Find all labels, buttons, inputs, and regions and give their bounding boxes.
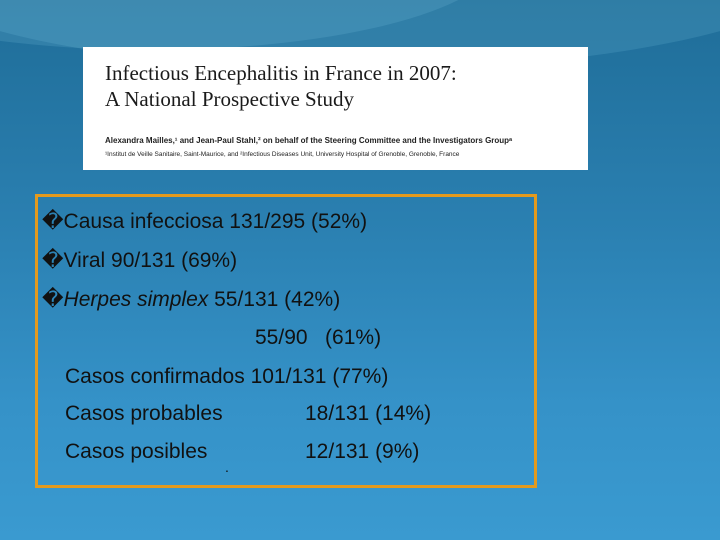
affiliation: ¹Institut de Veille Sanitaire, Saint-Mau… (105, 151, 460, 158)
authors: Alexandra Mailles,¹ and Jean-Paul Stahl,… (105, 136, 513, 145)
bullet-line: �Viral 90/131 (69%) (42, 248, 237, 273)
bullet-line: �Causa infecciosa 131/295 (52%) (42, 209, 367, 234)
paper-title: Infectious Encephalitis in France in 200… (105, 61, 457, 85)
line-text: Viral 90/131 (69%) (63, 249, 238, 272)
line-text: Casos confirmados 101/131 (77%) (65, 365, 389, 388)
italic-text: Herpes simplex (63, 288, 209, 311)
content-box (35, 194, 537, 488)
line-text: 55/90 (61%) (255, 326, 382, 349)
line-text: 18/131 (14%) (305, 402, 432, 425)
bullet: � (42, 210, 64, 233)
bullet: � (42, 288, 64, 311)
line-text: 12/131 (9%) (305, 440, 420, 463)
bullet-line: �Herpes simplex 55/131 (42%) (42, 287, 340, 312)
line-text: Causa infecciosa 131/295 (52%) (63, 210, 368, 233)
footnote: . (225, 459, 229, 475)
bullet: � (42, 249, 64, 272)
line-text: 55/131 (42%) (208, 288, 341, 311)
line-label: Casos probables (65, 402, 223, 425)
paper-title: A National Prospective Study (105, 87, 355, 111)
line-label: Casos posibles (65, 440, 208, 463)
paper-header: Infectious Encephalitis in France in 200… (83, 47, 588, 170)
